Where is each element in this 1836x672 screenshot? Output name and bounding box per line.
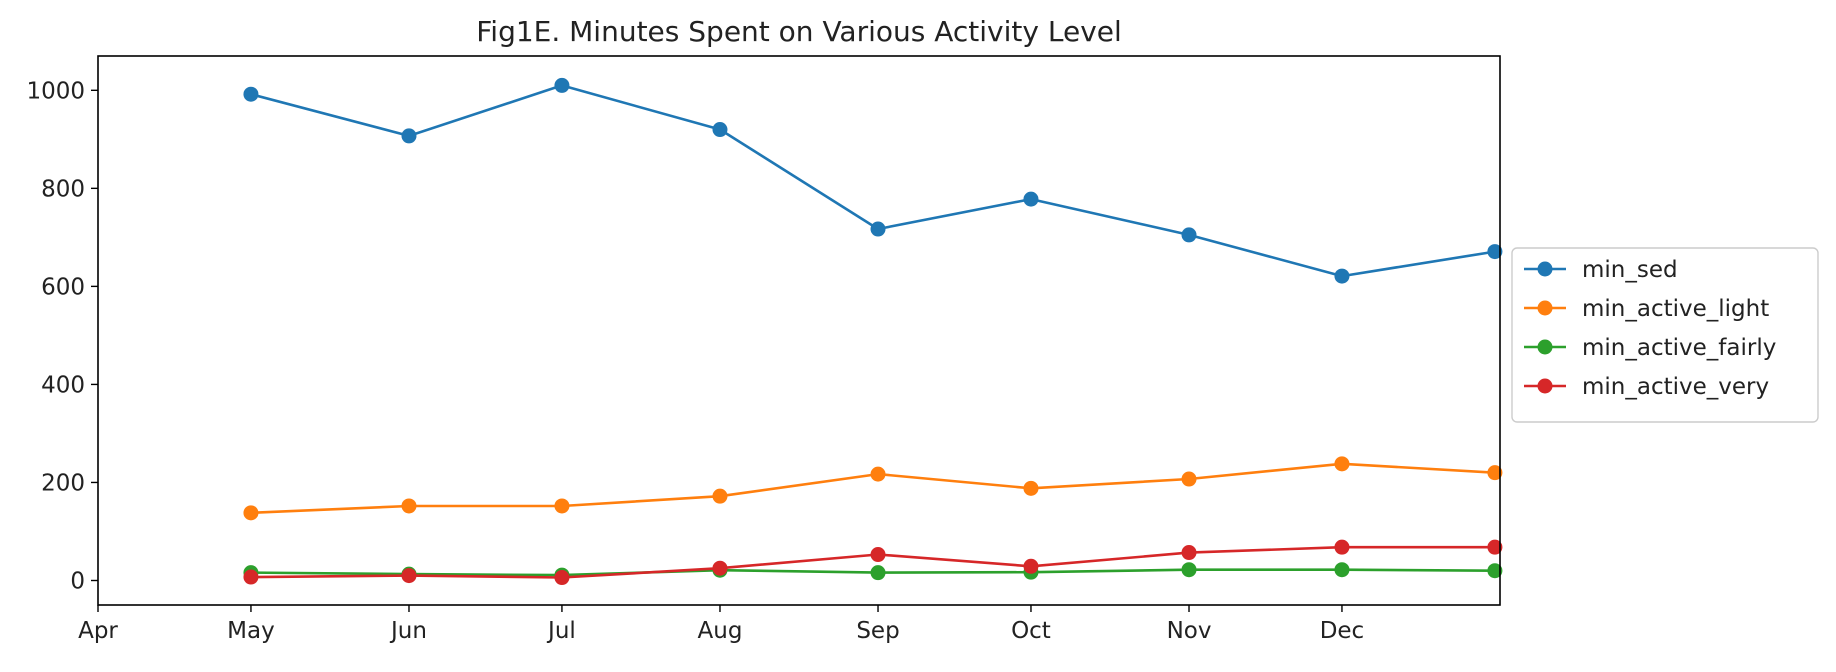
data-point-min-active-light <box>554 498 570 514</box>
data-point-min-sed <box>712 122 728 138</box>
legend-box <box>1511 247 1819 423</box>
chart-title: Fig1E. Minutes Spent on Various Activity… <box>476 15 1122 48</box>
data-point-min-active-light <box>1023 480 1039 496</box>
y-tick-label: 200 <box>41 470 85 496</box>
data-point-min-active-light <box>243 505 259 521</box>
data-point-min-active-light <box>1181 471 1197 487</box>
x-tick-label: Apr <box>78 618 118 644</box>
data-point-min-sed <box>870 221 886 237</box>
x-axis: Apr May Jun Jul Aug Sep Oct Nov Dec <box>78 605 1364 644</box>
legend-marker-min-sed <box>1537 261 1553 277</box>
x-tick-label: Nov <box>1167 618 1212 644</box>
x-tick-label: May <box>227 618 275 644</box>
data-point-min-active-very <box>1334 539 1350 555</box>
data-point-min-active-light <box>870 466 886 482</box>
data-point-min-active-light <box>1487 465 1503 481</box>
data-point-min-active-fairly <box>1334 562 1350 578</box>
y-tick-label: 1000 <box>26 78 85 104</box>
data-point-min-active-very <box>1181 545 1197 561</box>
data-point-min-active-fairly <box>1181 562 1197 578</box>
data-point-min-active-very <box>870 547 886 563</box>
x-tick-label: Aug <box>698 618 743 644</box>
x-tick-label: Jun <box>389 618 427 644</box>
legend: min_sed min_active_light min_active_fairly… <box>1511 247 1819 423</box>
legend-label-min-active-fairly: min_active_fairly <box>1582 335 1776 361</box>
legend-label-min-active-light: min_active_light <box>1582 296 1769 322</box>
y-tick-label: 400 <box>41 372 85 398</box>
data-point-min-active-very <box>1023 558 1039 574</box>
legend-marker-min-active-light <box>1537 300 1553 316</box>
x-tick-label: Jul <box>546 618 576 644</box>
series-line-min-sed <box>250 84 1496 278</box>
data-point-min-active-light <box>401 498 417 514</box>
legend-marker-min-active-very <box>1537 378 1553 394</box>
data-point-min-sed <box>1181 227 1197 243</box>
data-point-min-sed <box>1334 268 1350 284</box>
y-tick-label: 0 <box>70 568 85 594</box>
data-point-min-active-fairly <box>1487 563 1503 579</box>
legend-marker-min-active-fairly <box>1537 339 1553 355</box>
x-tick-label: Oct <box>1011 618 1051 644</box>
data-point-min-sed <box>1023 191 1039 207</box>
data-point-min-sed <box>401 128 417 144</box>
plot-frame <box>97 55 1501 606</box>
data-point-min-sed <box>243 86 259 102</box>
data-point-min-active-very <box>1487 539 1503 555</box>
y-tick-label: 800 <box>41 176 85 202</box>
data-point-min-active-fairly <box>870 565 886 581</box>
y-axis: 0 200 400 600 800 1000 <box>26 78 98 594</box>
data-point-min-active-very <box>243 569 259 585</box>
y-tick-label: 600 <box>41 274 85 300</box>
x-tick-label: Dec <box>1320 618 1365 644</box>
data-point-min-active-light <box>1334 456 1350 472</box>
legend-label-min-active-very: min_active_very <box>1582 374 1769 400</box>
data-point-min-active-light <box>712 488 728 504</box>
data-point-min-active-very <box>712 560 728 576</box>
series-layer <box>243 77 1503 586</box>
data-point-min-active-very <box>401 568 417 584</box>
data-point-min-active-very <box>554 570 570 586</box>
legend-label-min-sed: min_sed <box>1582 257 1678 283</box>
data-point-min-sed <box>554 77 570 93</box>
x-tick-label: Sep <box>856 618 899 644</box>
data-point-min-sed <box>1487 244 1503 260</box>
